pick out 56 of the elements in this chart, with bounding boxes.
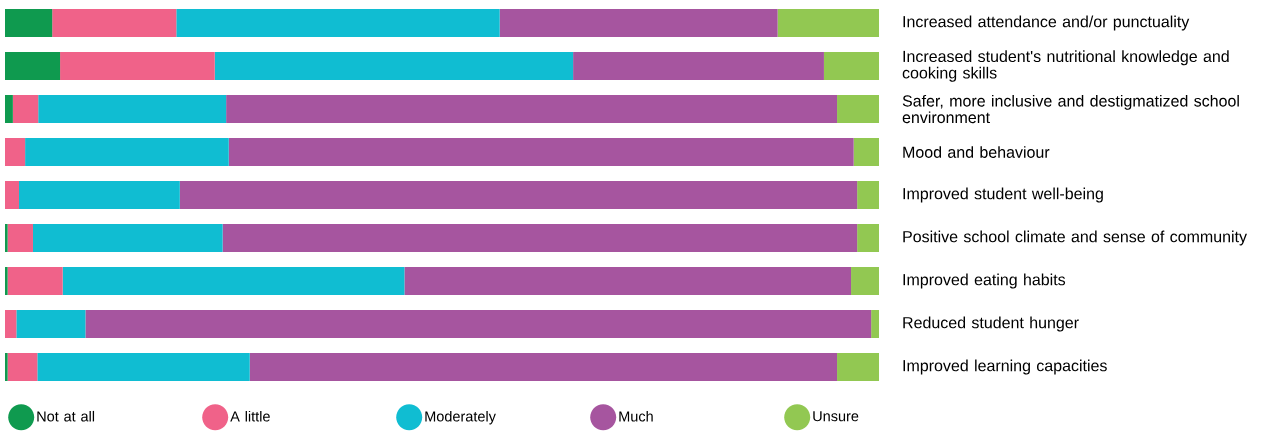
bar [12, 95, 39, 124]
y-tick-label: Reduced student hunger [903, 316, 1079, 332]
bar [32, 224, 223, 253]
bar [7, 353, 38, 381]
bar [404, 267, 852, 296]
bar [25, 138, 229, 167]
bar [85, 310, 872, 339]
bar [777, 9, 880, 38]
bar [5, 9, 53, 38]
legend-label: Much [619, 410, 653, 422]
bar [222, 224, 858, 253]
bar [5, 224, 8, 253]
bar [837, 95, 880, 124]
bar [5, 138, 26, 167]
bar [52, 9, 177, 38]
bar [16, 310, 86, 339]
bar [37, 353, 250, 381]
bar [5, 181, 19, 210]
legend-label: Not at all [37, 410, 95, 422]
bar [62, 267, 405, 296]
bar [226, 95, 838, 124]
bar [5, 267, 8, 296]
bar [851, 267, 880, 296]
bar [857, 181, 880, 210]
bar [60, 52, 215, 81]
y-tick-label: Improved eating habits [903, 273, 1066, 289]
legend-label: Moderately [425, 410, 496, 425]
bar [5, 353, 8, 381]
y-tick-label: Positive school climate and sense of community [903, 230, 1247, 246]
bar [179, 181, 858, 210]
bar [499, 9, 778, 38]
bar [38, 95, 227, 124]
bar [249, 353, 838, 381]
bar [5, 52, 61, 81]
bar [5, 95, 13, 124]
bar [853, 138, 880, 167]
bar [7, 224, 33, 253]
bar [214, 52, 574, 81]
bar [857, 224, 880, 253]
legend-label: A little [230, 410, 270, 422]
y-tick-label: Increased student's nutritional knowledge and cooking skills [902, 50, 1229, 82]
bar [228, 138, 854, 167]
bar [871, 310, 880, 339]
y-tick-label: Improved student well-being [903, 187, 1103, 203]
bar [573, 52, 824, 81]
bar [837, 353, 880, 381]
y-tick-label: Safer, more inclusive and destigmatized school environment [902, 94, 1239, 124]
bar [5, 310, 17, 339]
legend-label: Unsure [813, 411, 859, 422]
bar [176, 9, 500, 38]
bar [823, 52, 880, 81]
bar [7, 267, 63, 296]
y-tick-label: Increased attendance and/or punctuality [903, 15, 1190, 31]
y-tick-label: Improved learning capacities [903, 359, 1107, 375]
bar [18, 181, 180, 210]
y-tick-label: Mood and behaviour [903, 146, 1050, 158]
